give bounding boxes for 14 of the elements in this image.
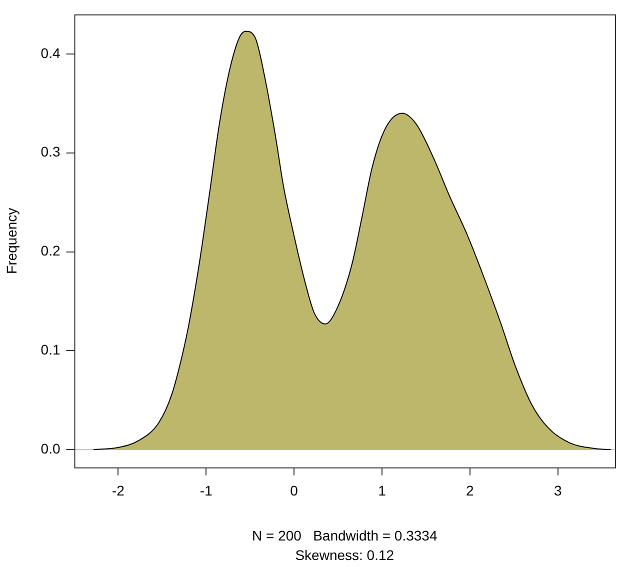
y-tick-label: 0.1 bbox=[40, 342, 60, 358]
x-axis-title: N = 200 Bandwidth = 0.3334 bbox=[252, 527, 438, 544]
y-tick-label: 0.2 bbox=[40, 242, 60, 259]
y-tick-label: 0.3 bbox=[40, 144, 60, 160]
text: Skewness: 0.12 bbox=[295, 546, 394, 563]
x-tick-label: 2 bbox=[466, 482, 474, 499]
y-tick-label: 0.0 bbox=[40, 440, 60, 456]
x-tick-label: -2 bbox=[112, 482, 125, 499]
y-axis-title: Frequency bbox=[3, 208, 20, 274]
x-tick-label: 1 bbox=[378, 482, 386, 499]
x-tick-label: -1 bbox=[200, 482, 213, 499]
x-tick-label: 0 bbox=[290, 482, 298, 499]
y-tick-label: 0.4 bbox=[40, 44, 60, 61]
x-tick-label: 3 bbox=[554, 482, 562, 499]
